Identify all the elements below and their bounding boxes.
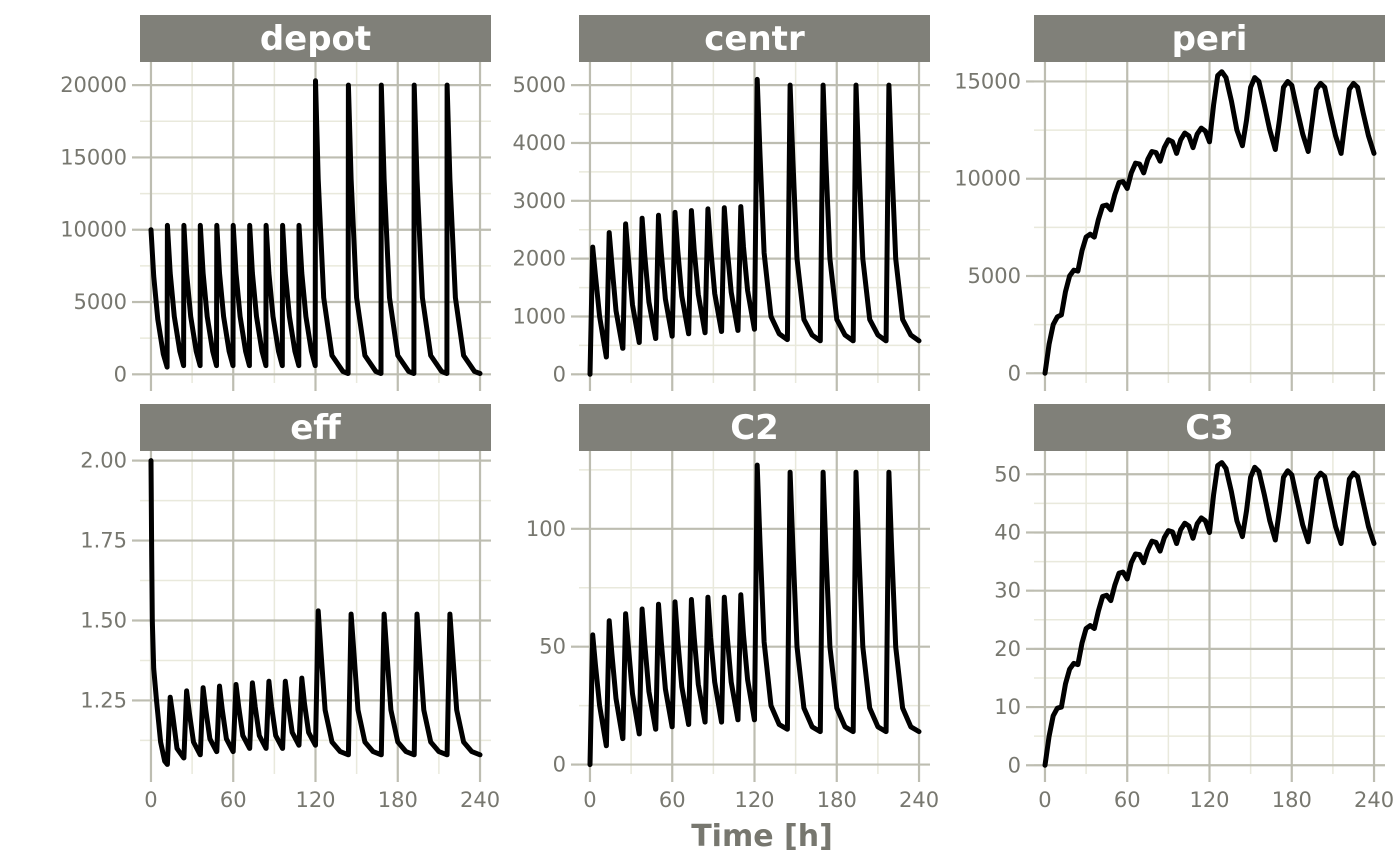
panel-eff-x-tick-label: 0 — [144, 788, 157, 812]
x-axis-title: Time [h] — [691, 819, 833, 854]
panel-c2-x-tick-label: 180 — [817, 788, 857, 812]
panel-peri-y-tick-label: 0 — [1008, 361, 1021, 385]
panel-c3-y-tick-label: 30 — [994, 579, 1021, 603]
panel-c3-x-tick-label: 60 — [1114, 788, 1141, 812]
panel-peri-y-tick-label: 5000 — [968, 264, 1021, 288]
panel-c3-y-tick-label: 20 — [994, 637, 1021, 661]
panel-depot-y-tick-label: 5000 — [74, 290, 127, 314]
panel-c3-y-tick-label: 40 — [994, 520, 1021, 544]
panel-centr-strip — [579, 15, 930, 62]
panel-eff-y-tick-label: 2.00 — [80, 449, 127, 473]
panel-c2-x-tick-label: 240 — [899, 788, 939, 812]
panel-centr-y-tick-label: 4000 — [513, 131, 566, 155]
panel-c3-x-tick-label: 240 — [1354, 788, 1394, 812]
panel-c2-strip — [579, 404, 930, 451]
panel-c2-strip-label: C2 — [730, 408, 779, 448]
panel-eff-x-tick-label: 60 — [220, 788, 247, 812]
panel-c2-y-tick-label: 100 — [526, 517, 566, 541]
panel-centr-series-line — [587, 76, 922, 377]
panel-c2-y-tick-label: 0 — [553, 753, 566, 777]
panel-c3-strip-label: C3 — [1185, 408, 1234, 448]
panel-eff-x-tick-label: 180 — [378, 788, 418, 812]
panel-c3-x-tick-label: 0 — [1038, 788, 1051, 812]
panel-eff-strip — [140, 404, 491, 451]
panel-c3-series-line — [1042, 460, 1377, 768]
panel-eff-strip-label: eff — [290, 408, 341, 448]
panel-c2-series-line — [587, 462, 922, 768]
panel-eff-y-tick-label: 1.75 — [80, 529, 127, 553]
panel-centr-y-tick-label: 2000 — [513, 247, 566, 271]
panel-eff-x-tick-label: 120 — [295, 788, 335, 812]
panel-centr-y-tick-label: 0 — [553, 362, 566, 386]
panel-centr-y-tick-label: 3000 — [513, 189, 566, 213]
panel-c2-x-tick-label: 0 — [583, 788, 596, 812]
panel-depot-series-line — [148, 78, 483, 376]
panel-eff-series-line — [148, 458, 483, 767]
panel-c2-x-tick-label: 60 — [659, 788, 686, 812]
panel-peri-y-tick-label: 10000 — [954, 167, 1021, 191]
panel-depot-y-tick-label: 10000 — [60, 218, 127, 242]
panel-peri-strip — [1034, 15, 1385, 62]
panel-eff-y-tick-label: 1.50 — [80, 608, 127, 632]
panel-centr-y-tick-label: 5000 — [513, 73, 566, 97]
panel-c2-x-tick-label: 120 — [734, 788, 774, 812]
panel-c3-strip — [1034, 404, 1385, 451]
panel-eff-y-tick-label: 1.25 — [80, 688, 127, 712]
panel-eff-x-tick-label: 240 — [460, 788, 500, 812]
panel-c3-y-tick-label: 10 — [994, 695, 1021, 719]
panel-c3-x-tick-label: 120 — [1189, 788, 1229, 812]
panel-peri-y-tick-label: 15000 — [954, 69, 1021, 93]
panel-depot-y-tick-label: 20000 — [60, 73, 127, 97]
panel-peri-strip-label: peri — [1172, 19, 1248, 59]
panel-c3-y-tick-label: 50 — [994, 462, 1021, 486]
panel-peri-series-line — [1042, 69, 1377, 376]
panel-depot-strip — [140, 15, 491, 62]
panel-c2-y-tick-label: 50 — [539, 635, 566, 659]
panel-depot-y-tick-label: 0 — [114, 362, 127, 386]
panel-c3-x-tick-label: 180 — [1272, 788, 1312, 812]
panel-depot-strip-label: depot — [260, 19, 371, 59]
panel-centr-strip-label: centr — [704, 19, 805, 59]
panel-centr-y-tick-label: 1000 — [513, 304, 566, 328]
panel-depot-y-tick-label: 15000 — [60, 145, 127, 169]
panel-c3-y-tick-label: 0 — [1008, 753, 1021, 777]
